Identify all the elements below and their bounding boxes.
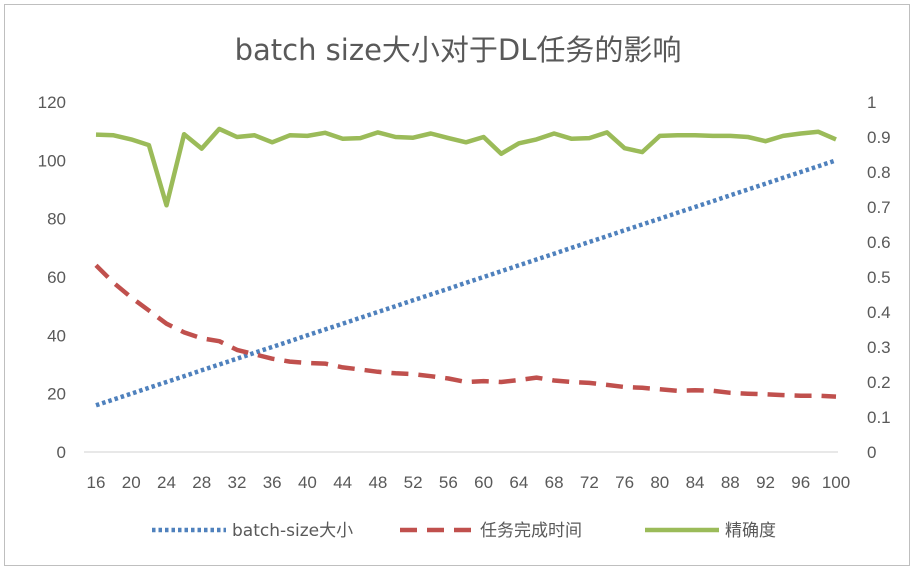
x-tick-label: 68	[545, 473, 564, 492]
x-tick-label: 88	[721, 473, 740, 492]
x-tick-label: 16	[87, 473, 106, 492]
x-tick-label: 60	[474, 473, 493, 492]
series-group	[94, 126, 837, 408]
legend: batch-size大小 任务完成时间 精确度	[152, 521, 776, 541]
legend-label: batch-size大小	[232, 521, 353, 541]
y-right-tick-label: 0.5	[867, 268, 891, 287]
x-tick-label: 20	[122, 473, 141, 492]
x-tick-label: 40	[298, 473, 317, 492]
y-right-tick-label: 1	[867, 93, 876, 112]
y-left-tick-label: 100	[38, 151, 66, 170]
chart-frame	[4, 4, 910, 566]
x-tick-label: 52	[404, 473, 423, 492]
x-tick-label: 92	[756, 473, 775, 492]
x-tick-label: 96	[791, 473, 810, 492]
x-tick-label: 84	[686, 473, 705, 492]
y-right-tick-label: 0.9	[867, 128, 891, 147]
right-axis-ticks: 0 0.1 0.2 0.3 0.4 0.5 0.6 0.7 0.8 0.9 1	[867, 93, 891, 462]
y-left-tick-label: 120	[38, 93, 66, 112]
x-tick-label: 48	[368, 473, 387, 492]
legend-label: 精确度	[725, 521, 776, 541]
x-tick-label: 76	[615, 473, 634, 492]
y-left-tick-label: 0	[57, 443, 66, 462]
x-axis-ticks: 16 20 24 28 32 36 40 44 48 52 56 60 64 68 72 76 80 84 88 92…	[87, 473, 851, 492]
x-tick-label: 28	[192, 473, 211, 492]
x-tick-label: 36	[263, 473, 282, 492]
y-left-tick-label: 40	[47, 326, 66, 345]
x-tick-label: 32	[227, 473, 246, 492]
y-right-tick-label: 0.7	[867, 198, 891, 217]
chart-title: batch size大小对于DL任务的影响	[235, 33, 682, 67]
x-tick-label: 100	[822, 473, 850, 492]
series-line-2	[95, 126, 837, 208]
series-line-0	[95, 158, 837, 408]
series-line-1	[94, 263, 837, 399]
x-tick-label: 72	[580, 473, 599, 492]
x-tick-label: 64	[509, 473, 528, 492]
y-left-tick-label: 60	[47, 268, 66, 287]
y-right-tick-label: 0.1	[867, 408, 891, 427]
x-tick-label: 24	[157, 473, 176, 492]
x-tick-label: 44	[333, 473, 352, 492]
y-right-tick-label: 0.8	[867, 163, 891, 182]
y-left-tick-label: 80	[47, 210, 66, 229]
y-right-tick-label: 0.4	[867, 303, 891, 322]
legend-label: 任务完成时间	[480, 521, 582, 541]
y-right-tick-label: 0.3	[867, 338, 891, 357]
x-tick-label: 56	[439, 473, 458, 492]
x-tick-label: 80	[650, 473, 669, 492]
y-left-tick-label: 20	[47, 385, 66, 404]
y-right-tick-label: 0.2	[867, 373, 891, 392]
y-right-tick-label: 0.6	[867, 233, 891, 252]
left-axis-ticks: 0 20 40 60 80 100 120	[38, 93, 66, 462]
y-right-tick-label: 0	[867, 443, 876, 462]
